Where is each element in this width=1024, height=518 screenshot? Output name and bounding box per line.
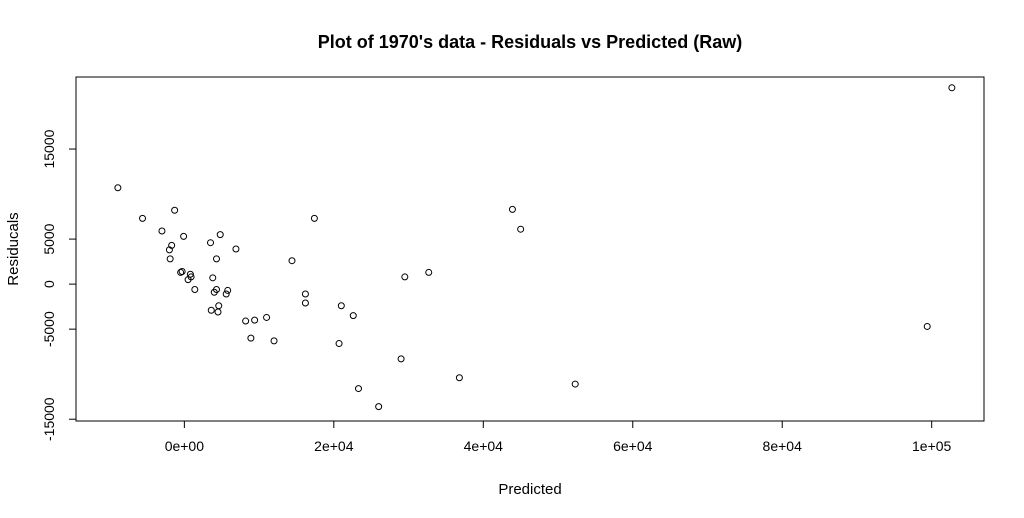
plot-frame <box>75 76 985 422</box>
data-point <box>215 302 223 310</box>
x-axis-label: Predicted <box>498 481 561 498</box>
data-point <box>180 232 188 240</box>
y-tick-label: -5000 <box>41 311 57 347</box>
data-point <box>207 239 215 247</box>
data-point <box>184 276 192 284</box>
data-point <box>571 380 579 388</box>
data-point <box>207 306 215 314</box>
data-point <box>310 214 318 222</box>
chart-title: Plot of 1970's data - Residuals vs Predi… <box>318 32 742 52</box>
data-point <box>209 274 217 282</box>
data-point <box>288 257 296 265</box>
x-tick-label: 6e+04 <box>613 438 653 454</box>
data-point <box>216 231 224 239</box>
data-point <box>923 322 931 330</box>
data-point <box>232 245 240 253</box>
data-point <box>165 246 173 254</box>
data-point <box>425 268 433 276</box>
data-point <box>263 313 271 321</box>
data-point <box>158 227 166 235</box>
data-point <box>349 312 357 320</box>
x-tick-label: 0e+00 <box>165 438 205 454</box>
x-tick-label: 8e+04 <box>763 438 803 454</box>
data-point <box>397 355 405 363</box>
data-point <box>139 214 147 222</box>
y-tick-label: 0 <box>41 280 57 288</box>
x-tick-label: 4e+04 <box>464 438 504 454</box>
data-point <box>222 290 230 298</box>
x-tick-label: 1e+05 <box>912 438 952 454</box>
y-tick-label: 5000 <box>41 223 57 254</box>
data-point <box>191 286 199 294</box>
y-axis: -15000 -5000 0 5000 15000 <box>41 129 77 441</box>
data-point <box>508 205 516 213</box>
data-point <box>242 317 250 325</box>
data-point <box>247 334 255 342</box>
data-point <box>301 290 309 298</box>
data-point <box>335 340 343 348</box>
data-point <box>401 273 409 281</box>
data-point <box>301 299 309 307</box>
data-point <box>354 385 362 393</box>
data-point <box>177 268 185 276</box>
data-point <box>114 184 122 192</box>
data-point <box>948 84 956 92</box>
data-point <box>178 268 186 276</box>
data-point <box>166 255 174 263</box>
data-point <box>337 302 345 310</box>
data-point <box>212 255 220 263</box>
data-point <box>214 308 222 316</box>
data-point <box>224 286 232 294</box>
data-points <box>114 84 956 411</box>
data-point <box>270 337 278 345</box>
data-point <box>251 316 259 324</box>
y-tick-label: -15000 <box>41 397 57 441</box>
x-axis: 0e+00 2e+04 4e+04 6e+04 8e+04 1e+05 <box>165 420 952 454</box>
data-point <box>171 206 179 214</box>
y-axis-label: Residucals <box>5 212 22 285</box>
y-tick-label: 15000 <box>41 129 57 168</box>
data-point <box>210 288 218 296</box>
data-point <box>517 225 525 233</box>
data-point <box>455 374 463 382</box>
x-tick-label: 2e+04 <box>314 438 354 454</box>
data-point <box>375 403 383 411</box>
